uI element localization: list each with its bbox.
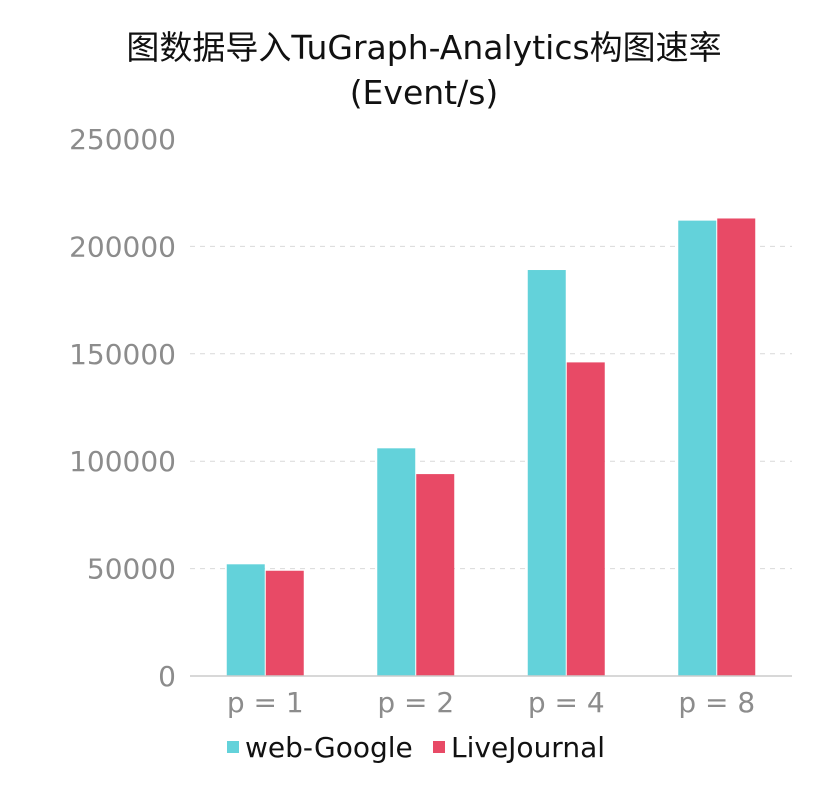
bar-web-google-4 xyxy=(678,220,717,676)
x-tick-label: p = 4 xyxy=(528,686,605,719)
y-tick-label: 250000 xyxy=(69,123,176,156)
y-tick-label: 100000 xyxy=(69,445,176,478)
x-tick-label: p = 2 xyxy=(377,686,454,719)
bar-livejournal-1 xyxy=(265,570,304,676)
y-tick-label: 0 xyxy=(158,660,176,693)
legend-swatch xyxy=(227,741,239,753)
bar-livejournal-2 xyxy=(416,474,455,676)
y-axis-ticks: 0 50000 100000 150000 200000 250000 xyxy=(69,123,176,693)
y-tick-label: 200000 xyxy=(69,230,176,263)
x-tick-label: p = 1 xyxy=(227,686,304,719)
bar-web-google-1 xyxy=(226,564,265,676)
legend-item: LiveJournal xyxy=(433,731,605,764)
chart-title-line-1: 图数据导入TuGraph-Analytics构图速率 xyxy=(126,28,721,67)
x-tick-label: p = 8 xyxy=(678,686,755,719)
x-axis-ticks: p = 1 p = 2 p = 4 p = 8 xyxy=(227,686,755,719)
bar-livejournal-3 xyxy=(566,362,605,676)
bar-web-google-2 xyxy=(377,448,416,676)
legend: web-Google LiveJournal xyxy=(227,731,605,764)
bar-livejournal-4 xyxy=(717,218,756,676)
legend-label: LiveJournal xyxy=(451,731,605,764)
y-tick-label: 150000 xyxy=(69,338,176,371)
chart-title: 图数据导入TuGraph-Analytics构图速率 (Event/s) xyxy=(126,28,721,112)
legend-item: web-Google xyxy=(227,731,413,764)
legend-swatch xyxy=(433,741,445,753)
legend-label: web-Google xyxy=(245,731,413,764)
y-tick-label: 50000 xyxy=(87,553,176,586)
bars xyxy=(226,218,756,676)
bar-web-google-3 xyxy=(527,270,566,676)
chart-title-line-2: (Event/s) xyxy=(350,73,499,112)
